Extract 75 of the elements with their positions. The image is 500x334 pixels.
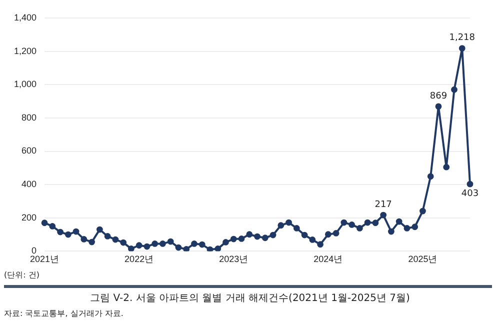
point (301, 232, 308, 238)
point (348, 222, 356, 228)
point (144, 243, 150, 250)
y-tick-label: 400 (21, 179, 37, 190)
point (222, 239, 229, 246)
point (270, 232, 276, 238)
point (435, 103, 442, 110)
point (230, 236, 237, 242)
data-label: 403 (461, 188, 479, 199)
x-tick-label: 2022년 (124, 254, 154, 264)
point (96, 226, 103, 233)
point (238, 236, 245, 242)
point (332, 230, 340, 236)
point (324, 231, 332, 238)
x-tick-label: 2025년 (408, 254, 438, 264)
point (293, 225, 300, 232)
point (160, 240, 166, 247)
text: 그림 V-2. 서울 아파트의 월별 거래 해제건수(2021년 1월-2025년 7월) (89, 292, 411, 305)
point (278, 222, 284, 229)
data-label: 869 (430, 91, 448, 102)
point (198, 241, 206, 248)
point (80, 236, 88, 242)
point (206, 246, 214, 252)
y-tick-label: 0 (32, 246, 37, 256)
y-tick-label: 1,000 (14, 79, 37, 90)
point (364, 219, 371, 226)
point (57, 228, 64, 236)
x-tick-label: 2023년 (219, 254, 248, 264)
point (120, 239, 127, 246)
point (262, 234, 268, 242)
point (112, 236, 119, 243)
point (443, 164, 450, 170)
point (466, 180, 474, 188)
point (128, 246, 134, 252)
point (317, 241, 324, 248)
point (254, 233, 260, 240)
point (388, 228, 394, 235)
data-label: 217 (374, 200, 392, 210)
x-tick-label: 2021년 (30, 254, 60, 264)
y-tick-label: 600 (21, 146, 37, 156)
point (214, 246, 222, 252)
y-tick-label: 1,200 (14, 46, 37, 56)
y-tick-label: 800 (21, 112, 37, 122)
point (451, 86, 458, 93)
point (404, 225, 410, 232)
point (356, 225, 363, 232)
point (309, 236, 316, 243)
y-tick-label: 200 (21, 212, 37, 222)
point (41, 220, 48, 226)
point (412, 224, 418, 230)
point (191, 240, 198, 247)
point (458, 45, 466, 52)
point (64, 231, 72, 238)
y-tick-label: 1,400 (14, 12, 37, 22)
point (246, 231, 253, 238)
point (380, 212, 387, 218)
text: 자료: 국토교통부, 실거래가 자료. (4, 308, 124, 319)
data-label: 1,218 (449, 33, 476, 44)
point (104, 233, 111, 240)
point (372, 220, 379, 226)
point (340, 219, 348, 226)
point (396, 218, 402, 225)
point (136, 242, 142, 249)
point (420, 208, 426, 214)
point (49, 223, 56, 230)
text: (단위: 건) (4, 270, 40, 280)
point (175, 244, 182, 251)
point (427, 173, 434, 180)
x-tick-label: 2024년 (314, 254, 343, 264)
point (88, 238, 95, 246)
point (167, 238, 174, 245)
point (72, 228, 80, 235)
point (286, 219, 292, 226)
point (152, 240, 158, 247)
point (183, 246, 190, 252)
